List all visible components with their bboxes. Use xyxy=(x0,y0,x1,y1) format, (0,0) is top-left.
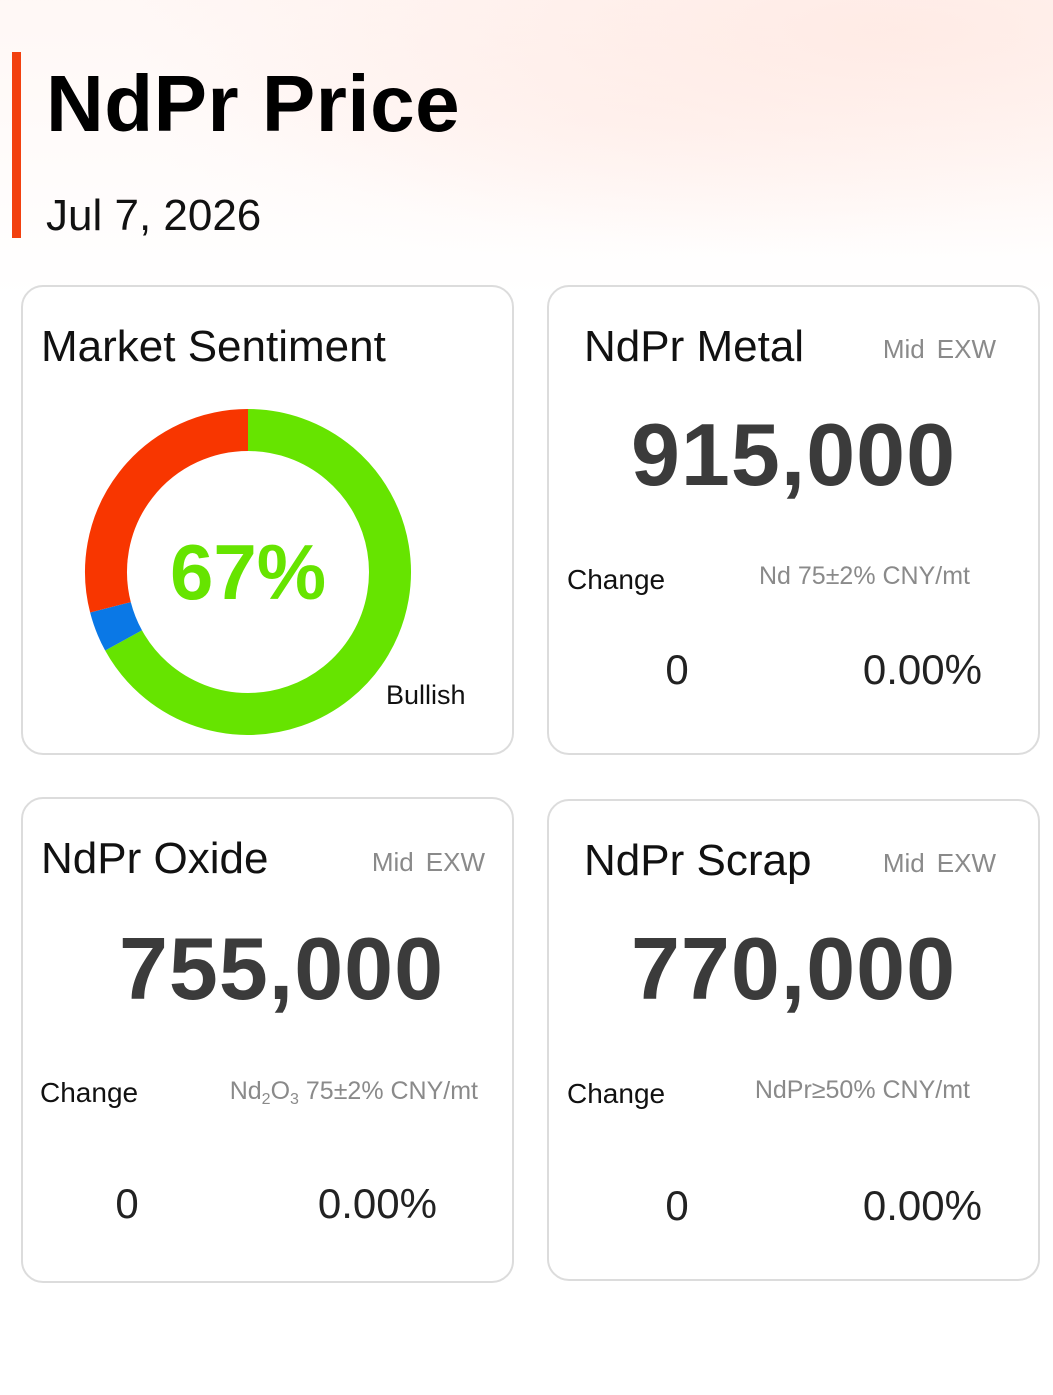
title-accent-bar xyxy=(12,52,21,238)
change-absolute: 0 xyxy=(665,1182,689,1229)
ndpr-metal-card: NdPr Metal Mid EXW 915,000 Change Nd 75±2… xyxy=(547,285,1040,755)
sentiment-donut-chart xyxy=(85,409,411,735)
price-basis: Mid EXW xyxy=(372,846,485,878)
sentiment-label: Bullish xyxy=(386,680,466,710)
basis-exw: EXW xyxy=(936,848,996,878)
market-sentiment-card: Market Sentiment 67% Bullish xyxy=(21,285,514,755)
change-percent: 0.00% xyxy=(317,1180,437,1227)
sentiment-percent: 67% xyxy=(169,528,327,616)
basis-mid: Mid xyxy=(371,847,414,877)
change-absolute: 0 xyxy=(665,646,689,693)
header-background xyxy=(0,0,1053,300)
change-percent: 0.00% xyxy=(862,1182,982,1229)
product-spec: Nd2O3 75±2% CNY/mt xyxy=(229,1077,478,1108)
change-label: Change xyxy=(40,1077,139,1108)
page-date: Jul 7, 2026 xyxy=(46,191,262,240)
donut-segment-neutral xyxy=(90,601,143,651)
price-basis: Mid EXW xyxy=(883,847,996,879)
price-value: 915,000 xyxy=(630,405,957,504)
change-label: Change xyxy=(567,1078,666,1109)
card-title: Market Sentiment xyxy=(41,322,386,371)
basis-exw: EXW xyxy=(425,847,485,877)
donut-segment-bullish xyxy=(105,409,411,735)
change-label: Change xyxy=(567,564,666,595)
basis-mid: Mid xyxy=(882,848,925,878)
page-title: NdPr Price xyxy=(46,59,461,148)
product-spec: NdPr≥50% CNY/mt xyxy=(754,1076,970,1104)
change-absolute: 0 xyxy=(115,1180,139,1227)
ndpr-scrap-card: NdPr Scrap Mid EXW 770,000 Change NdPr≥50… xyxy=(547,799,1040,1281)
ndpr-oxide-card: NdPr Oxide Mid EXW 755,000 Change Nd2O3 7… xyxy=(21,797,514,1283)
price-basis: Mid EXW xyxy=(883,333,996,365)
basis-exw: EXW xyxy=(936,334,996,364)
card-title: NdPr Metal xyxy=(584,322,805,371)
product-spec: Nd 75±2% CNY/mt xyxy=(758,562,970,590)
price-value: 755,000 xyxy=(118,919,445,1018)
basis-mid: Mid xyxy=(882,334,925,364)
change-percent: 0.00% xyxy=(862,646,982,693)
price-value: 770,000 xyxy=(630,919,957,1018)
card-title: NdPr Scrap xyxy=(584,836,812,885)
donut-segment-bearish xyxy=(85,409,249,613)
card-title: NdPr Oxide xyxy=(41,834,269,883)
